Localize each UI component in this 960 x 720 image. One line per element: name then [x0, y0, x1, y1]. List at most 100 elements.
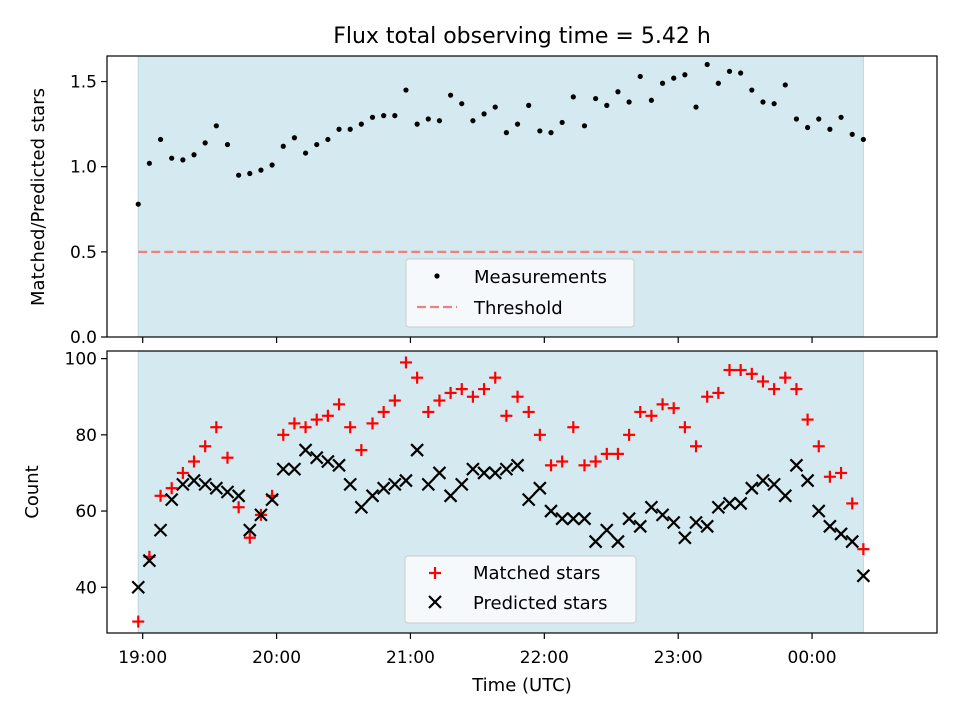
measurement-point	[648, 97, 655, 103]
measurement-point	[804, 124, 811, 131]
matched-star-point	[812, 440, 825, 453]
predicted-stars-points	[131, 443, 871, 595]
predicted-star-point	[388, 477, 402, 492]
matched-star-point	[533, 428, 546, 441]
matched-star-point	[712, 386, 725, 399]
measurement-point	[247, 170, 253, 177]
matched-star-point	[745, 367, 758, 380]
predicted-star-point	[521, 492, 536, 507]
measurement-point	[314, 141, 320, 148]
predicted-star-point	[666, 515, 681, 530]
predicted-star-point	[655, 508, 670, 522]
predicted-star-point	[834, 527, 848, 541]
matched-star-point	[366, 417, 379, 430]
predicted-star-point	[555, 511, 569, 526]
predicted-star-point	[689, 515, 703, 530]
matched-star-point	[846, 497, 859, 510]
top-y-ticks: 0.0 0.5 1.0 1.5	[70, 73, 107, 348]
predicted-star-point	[823, 519, 837, 534]
matched-star-point	[600, 447, 613, 460]
predicted-star-point	[332, 458, 346, 473]
chart-title: Flux total observing time = 5.42 h	[333, 24, 711, 49]
legend-matched-label: Matched stars	[473, 563, 600, 584]
bottom-legend: Matched stars Predicted stars	[404, 555, 637, 624]
predicted-star-point	[198, 477, 212, 492]
measurement-point	[269, 162, 275, 168]
measurement-point	[548, 130, 554, 136]
measurement-point	[570, 94, 576, 100]
matched-star-point	[779, 371, 792, 384]
top-legend: Measurements Threshold	[405, 258, 635, 328]
legend-predicted-marker	[428, 595, 442, 609]
matched-star-point	[433, 394, 446, 407]
measurement-point	[671, 75, 677, 81]
matched-star-point	[165, 482, 178, 495]
predicted-star-point	[566, 511, 581, 526]
matched-star-point	[756, 375, 769, 388]
predicted-star-point	[265, 492, 279, 507]
measurement-point	[838, 114, 844, 120]
measurement-point	[693, 104, 699, 110]
top-y-tick-label: 0.0	[70, 328, 97, 348]
bottom-y-tick-label: 60	[75, 502, 97, 522]
predicted-star-point	[499, 462, 514, 476]
bottom-y-ticks: 40 60 80 100	[65, 350, 107, 598]
measurement-point	[526, 102, 532, 108]
matched-star-point	[489, 371, 502, 384]
predicted-star-point	[142, 553, 157, 568]
top-panel: 0.0 0.5 1.0 1.5 Matched/Predicted stars Mea…	[28, 55, 938, 348]
matched-star-point	[288, 417, 301, 430]
predicted-star-point	[209, 481, 224, 495]
measurement-point	[213, 123, 219, 129]
measurement-point	[157, 136, 164, 143]
predicted-star-point	[633, 519, 648, 534]
predicted-star-point	[800, 473, 815, 488]
bottom-y-axis-label: Count	[22, 465, 43, 518]
predicted-star-point	[187, 473, 201, 488]
x-tick-label: 21:00	[386, 648, 435, 668]
measurement-point	[470, 118, 476, 124]
matched-star-point	[355, 444, 368, 457]
predicted-star-point	[477, 466, 491, 480]
predicted-star-point	[354, 500, 369, 515]
top-y-axis-label: Matched/Predicted stars	[28, 88, 49, 306]
predicted-star-point	[488, 466, 503, 480]
measurement-point	[202, 140, 208, 146]
matched-star-point	[634, 405, 647, 418]
matched-star-point	[321, 409, 334, 422]
predicted-star-point	[220, 485, 235, 499]
measurement-point	[392, 113, 398, 119]
matched-star-point	[511, 390, 524, 403]
measurement-points	[135, 61, 866, 207]
measurement-point	[180, 157, 186, 163]
predicted-star-point	[789, 458, 804, 473]
matched-star-point	[623, 428, 636, 441]
matched-star-point	[801, 413, 814, 426]
top-legend-box	[405, 258, 635, 328]
matched-star-point	[578, 459, 591, 472]
measurement-point	[793, 116, 800, 122]
matched-star-point	[221, 451, 234, 464]
measurement-point	[849, 131, 855, 137]
legend-measurements-label: Measurements	[474, 267, 607, 288]
matched-star-point	[857, 543, 870, 556]
measurement-point	[514, 121, 521, 127]
predicted-star-point	[577, 511, 592, 526]
bottom-x-ticks: 19:00 20:00 21:00 22:00 23:00 00:00	[118, 633, 837, 668]
measurement-point	[659, 80, 666, 86]
predicted-star-point	[231, 489, 246, 503]
measurement-point	[503, 130, 509, 136]
bottom-panel: 40 60 80 100 19:00 20:00 21:00 22:00 23:00 00:00…	[22, 350, 938, 696]
matched-star-point	[734, 364, 747, 377]
top-y-tick-label: 0.5	[70, 243, 97, 263]
measurement-point	[258, 167, 264, 173]
matched-star-point	[690, 440, 703, 453]
measurement-point	[771, 101, 777, 107]
matched-star-point	[422, 405, 435, 418]
predicted-star-point	[856, 569, 871, 583]
x-tick-label: 19:00	[118, 648, 167, 668]
predicted-star-point	[588, 534, 603, 549]
predicted-star-point	[321, 454, 335, 469]
matched-star-point	[243, 531, 256, 544]
